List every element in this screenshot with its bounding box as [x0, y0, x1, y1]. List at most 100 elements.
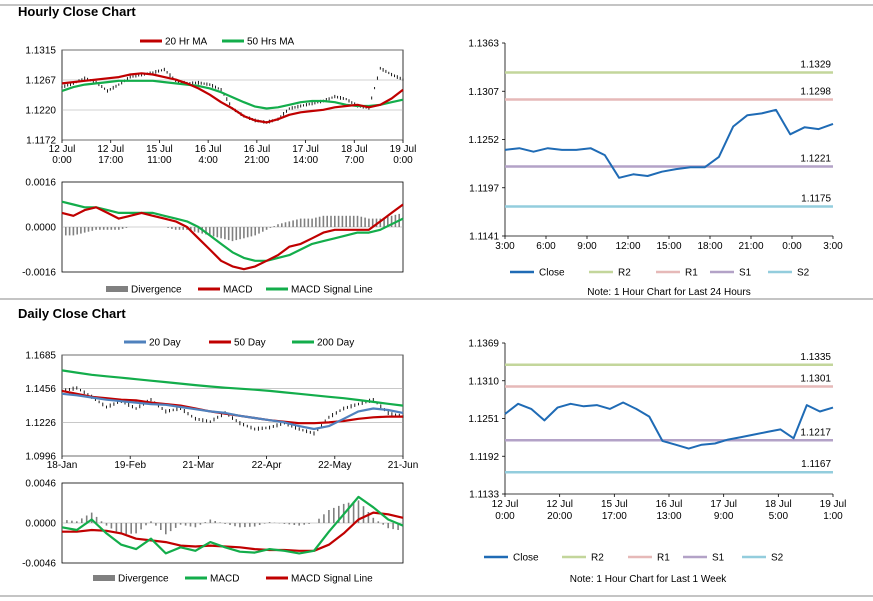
hourly-price-xtick-label: 15 Jul [146, 144, 173, 155]
hourly-price-xtick-label: 7:00 [345, 155, 365, 166]
hourly-price-chart: 20 Hr MA 50 Hrs MA 1.1315 1.1267 1.1220 1.117… [25, 37, 416, 167]
hourly-price-xtick-label: 4:00 [198, 155, 218, 166]
hourly-levels-xtick-label: 9:00 [577, 241, 597, 252]
hourly-levels-ytick-label: 1.1307 [468, 87, 499, 98]
daily-price-legend-label: 200 Day [317, 338, 354, 349]
hourly-macd-signal-line [61, 200, 404, 262]
daily-levels-level-r2-label: 1.1335 [800, 352, 831, 363]
daily-levels-ytick-label: 1.1133 [469, 490, 499, 501]
daily-price-xtick-label: 22-May [318, 460, 351, 471]
hourly-price-xtick-label: 0:00 [393, 155, 413, 166]
daily-price-ma200-line [61, 369, 404, 407]
hourly-levels-legend-label: R1 [685, 268, 698, 279]
hourly-price-xtick-label: 11:00 [147, 155, 172, 166]
daily-macd-legend-label: Divergence [118, 574, 169, 585]
hourly-levels-xtick-label: 18:00 [697, 241, 722, 252]
hourly-price-xtick-label: 12 Jul [49, 144, 76, 155]
daily-macd-chart: 0.0046 0.0000 -0.0046 Divergence MACD MACD Si… [22, 479, 404, 585]
daily-price-ytick-label: 1.1685 [25, 351, 56, 362]
hourly-levels-xtick-label: 6:00 [536, 241, 556, 252]
hourly-price-legend-label: 50 Hrs MA [247, 37, 295, 48]
daily-levels-ytick-label: 1.1310 [468, 376, 499, 387]
daily-price-xtick-label: 18-Jan [47, 460, 78, 471]
hourly-price-xtick-label: 19 Jul [390, 144, 417, 155]
daily-levels-legend-label: R1 [657, 553, 670, 564]
daily-macd-legend-label: MACD [210, 574, 239, 585]
hourly-levels-xtick-label: 0:00 [782, 241, 802, 252]
hourly-macd-chart: 0.0016 0.0000 -0.0016 Divergence MACD MACD Si… [22, 178, 404, 296]
hourly-levels-ytick-label: 1.1141 [469, 232, 499, 243]
hourly-levels-xtick-label: 3:00 [495, 241, 515, 252]
hourly-levels-xtick-label: 12:00 [615, 241, 640, 252]
hourly-price-xtick-label: 18 Jul [341, 144, 368, 155]
hourly-price-ytick-label: 1.1172 [26, 136, 56, 147]
daily-section-title: Daily Close Chart [18, 306, 126, 321]
hourly-price-plot-frame [61, 49, 404, 141]
hourly-levels-ytick-label: 1.1252 [468, 135, 499, 146]
hourly-levels-level-r1-label: 1.1298 [800, 87, 831, 98]
daily-levels-xtick-label: 12 Jul [492, 499, 519, 510]
hourly-price-xtick-label: 16 Jul [195, 144, 222, 155]
hourly-levels-ytick-label: 1.1197 [469, 183, 499, 194]
daily-macd-ytick-label: 0.0000 [25, 519, 56, 530]
hourly-levels-ytick-label: 1.1363 [468, 39, 499, 50]
hourly-price-xtick-label: 21:00 [244, 155, 269, 166]
hourly-price-xtick-label: 17 Jul [292, 144, 319, 155]
hourly-levels-xtick-label: 15:00 [656, 241, 681, 252]
hourly-price-xtick-label: 12 Jul [97, 144, 124, 155]
daily-price-xtick-label: 21-Jun [388, 460, 419, 471]
hourly-macd-ytick-label: -0.0016 [22, 268, 56, 279]
daily-price-ytick-label: 1.1456 [25, 384, 56, 395]
daily-levels-level-s2-label: 1.1167 [801, 459, 831, 470]
hourly-levels-level-s2-label: 1.1175 [801, 193, 831, 204]
daily-levels-xtick-label: 20:00 [547, 511, 572, 522]
daily-price-xtick-label: 21-Mar [183, 460, 215, 471]
hourly-levels-level-r2-label: 1.1329 [800, 60, 831, 71]
hourly-macd-ytick-label: 0.0000 [25, 223, 56, 234]
hourly-levels-xtick-label: 21:00 [738, 241, 763, 252]
daily-macd-signal-line [62, 511, 404, 552]
daily-levels-xtick-label: 17:00 [602, 511, 627, 522]
daily-macd-ytick-label: -0.0046 [22, 559, 56, 570]
daily-levels-ytick-label: 1.1251 [468, 414, 499, 425]
daily-macd-ytick-label: 0.0046 [25, 479, 56, 490]
hourly-levels-legend-label: Close [539, 268, 565, 279]
daily-price-plot-frame [61, 354, 404, 457]
hourly-price-ma50-line [61, 79, 404, 110]
hourly-section-title: Hourly Close Chart [18, 4, 136, 19]
hourly-price-xtick-label: 14:00 [293, 155, 318, 166]
daily-levels-xtick-label: 1:00 [823, 511, 843, 522]
daily-levels-xtick-label: 9:00 [714, 511, 734, 522]
daily-levels-legend-label: R2 [591, 553, 604, 564]
daily-levels-xtick-label: 18 Jul [765, 499, 792, 510]
hourly-price-ma20-line [61, 72, 404, 124]
hourly-price-ytick-label: 1.1220 [25, 106, 56, 117]
hourly-levels-xtick-label: 3:00 [823, 241, 843, 252]
daily-levels-xtick-label: 5:00 [769, 511, 789, 522]
daily-price-legend-label: 50 Day [234, 338, 266, 349]
hourly-levels-legend-label: S1 [739, 268, 752, 279]
daily-levels-close-line [504, 401, 834, 450]
daily-levels-xtick-label: 19 Jul [820, 499, 847, 510]
hourly-levels-legend-label: S2 [797, 268, 810, 279]
daily-macd-legend-swatch [93, 575, 115, 581]
hourly-levels-level-s1-label: 1.1221 [800, 153, 831, 164]
daily-levels-level-r1-label: 1.1301 [800, 374, 831, 385]
daily-levels-legend-label: S2 [771, 553, 784, 564]
daily-levels-legend-label: S1 [712, 553, 725, 564]
daily-levels-ytick-label: 1.1369 [468, 339, 499, 350]
hourly-price-ytick-label: 1.1315 [25, 46, 56, 57]
daily-macd-legend-label: MACD Signal Line [291, 574, 373, 585]
hourly-macd-legend-label: MACD Signal Line [291, 285, 373, 296]
hourly-price-xtick-label: 0:00 [52, 155, 72, 166]
daily-price-xtick-label: 22-Apr [252, 460, 283, 471]
daily-levels-xtick-label: 0:00 [495, 511, 515, 522]
hourly-macd-legend-swatch [106, 286, 128, 292]
hourly-macd-legend-label: Divergence [131, 285, 182, 296]
hourly-price-ytick-label: 1.1267 [25, 76, 56, 87]
daily-price-xtick-label: 19-Feb [114, 460, 146, 471]
hourly-macd-macd-line [61, 203, 404, 271]
daily-levels-level-s1-label: 1.1217 [800, 427, 831, 438]
